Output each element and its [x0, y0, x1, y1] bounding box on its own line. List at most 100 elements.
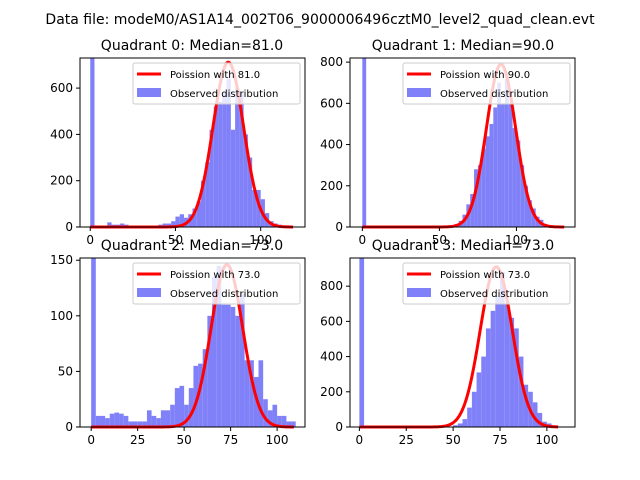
y-tick-label: 200 — [320, 179, 343, 193]
histogram-bar — [263, 399, 268, 427]
histogram-bar — [247, 157, 253, 227]
x-tick-label: 50 — [168, 233, 183, 247]
histogram-bar — [277, 415, 282, 427]
histogram-bar — [272, 404, 278, 427]
histogram-bar — [216, 265, 222, 427]
histogram-bar — [514, 328, 519, 427]
histogram-bar — [252, 189, 257, 227]
quadrant-3-panel: Quadrant 3: Median=73.0 0 25 50 75 100 0 200 40… — [320, 238, 576, 447]
histogram-bar — [520, 165, 525, 227]
x-tick-label: 50 — [432, 233, 447, 247]
histogram-bar — [493, 107, 498, 227]
histogram-bar — [230, 129, 236, 227]
x-tick-label: 100 — [505, 233, 528, 247]
x-tick-label: 100 — [266, 433, 289, 447]
histogram-bar — [192, 208, 197, 227]
quadrant-1-plot-area: 0 50 100 0 200 400 600 800 — [320, 55, 576, 247]
x-tick-label: 25 — [399, 433, 414, 447]
y-tick-label: 400 — [320, 138, 343, 152]
quadrant-3-legend: Poission with 73.0 Observed distribution — [402, 262, 571, 305]
histogram-bar — [281, 415, 287, 427]
y-tick-label: 800 — [320, 55, 343, 69]
quadrant-2-plot-area: 0 25 50 75 100 0 50 100 150 — [50, 253, 306, 447]
histogram-bar — [485, 136, 490, 227]
histogram-bar — [156, 418, 161, 427]
quadrant-0-legend: Poission with 81.0 Observed distribution — [132, 62, 301, 105]
quadrant-0-panel: Quadrant 0: Median=81.0 0 50 100 0 200 400 600… — [50, 38, 306, 247]
y-tick-label: 50 — [58, 364, 73, 378]
histogram-bar — [258, 360, 264, 427]
histogram-bar — [453, 425, 458, 427]
histogram-bar — [193, 365, 199, 427]
histogram-bar — [471, 391, 477, 427]
legend-hist-swatch — [137, 288, 161, 297]
histogram-bar — [362, 58, 367, 227]
histogram-bar — [170, 404, 175, 427]
histogram-bar — [239, 293, 245, 427]
quadrant-1-panel: Quadrant 1: Median=90.0 0 50 100 0 200 400 600… — [320, 38, 576, 247]
histogram-bar — [109, 413, 115, 427]
legend-poisson-label: Poission with 73.0 — [170, 270, 260, 281]
y-tick-label: 0 — [335, 420, 343, 434]
legend-hist-swatch — [137, 88, 161, 97]
histogram-bar — [490, 310, 496, 427]
x-tick-label: 0 — [86, 233, 94, 247]
histogram-bar — [91, 258, 96, 427]
histogram-bar — [162, 223, 167, 227]
legend-hist-label: Observed distribution — [170, 289, 278, 300]
legend-hist-label: Observed distribution — [440, 89, 548, 100]
histogram-bar — [235, 88, 240, 227]
histogram-bar — [489, 123, 494, 227]
y-tick-label: 0 — [335, 220, 343, 234]
quadrant-2-legend: Poission with 73.0 Observed distribution — [132, 262, 301, 305]
legend-hist-swatch — [407, 88, 431, 97]
histogram-bar — [201, 180, 206, 227]
histogram-bar — [235, 315, 240, 427]
x-tick-label: 75 — [223, 433, 238, 447]
figure-suptitle: Data file: modeM0/AS1A14_002T06_90000064… — [45, 12, 595, 28]
histogram-bar — [225, 304, 231, 427]
histogram-bar — [457, 423, 463, 427]
histogram-bar — [476, 372, 482, 427]
x-tick-label: 0 — [359, 233, 367, 247]
x-tick-label: 0 — [356, 433, 364, 447]
histogram-bar — [146, 410, 152, 427]
quadrant-3-title: Quadrant 3: Median=73.0 — [372, 238, 554, 254]
histogram-bar — [95, 415, 101, 427]
y-tick-label: 0 — [65, 420, 73, 434]
histogram-bar — [196, 201, 202, 227]
legend-frame — [402, 62, 571, 105]
histogram-bar — [114, 412, 120, 427]
quadrant-1-legend: Poission with 90.0 Observed distribution — [402, 62, 571, 105]
histogram-bar — [239, 92, 244, 227]
histogram-bar — [107, 222, 112, 227]
legend-hist-label: Observed distribution — [170, 89, 278, 100]
x-tick-label: 25 — [130, 433, 145, 447]
histogram-bar — [256, 189, 261, 227]
histogram-bar — [212, 276, 217, 427]
histogram-bar — [508, 103, 513, 227]
histogram-bar — [175, 216, 180, 227]
histogram-bar — [171, 221, 176, 227]
histogram-bar — [222, 92, 227, 227]
quadrant-0-title: Quadrant 0: Median=81.0 — [101, 38, 283, 54]
legend-frame — [402, 262, 571, 305]
y-tick-label: 200 — [50, 174, 73, 188]
x-tick-label: 50 — [176, 433, 191, 447]
histogram-bar — [179, 385, 185, 427]
histogram-bar — [142, 421, 147, 427]
histogram-bar — [477, 165, 482, 227]
y-tick-label: 0 — [65, 220, 73, 234]
histogram-bar — [537, 412, 543, 427]
histogram-bar — [137, 421, 143, 427]
axes-frame — [79, 257, 306, 428]
histogram-bar — [495, 296, 500, 427]
histogram-bar — [123, 415, 129, 427]
axes-frame — [79, 57, 306, 228]
histogram-bar — [100, 415, 106, 427]
legend-frame — [132, 62, 301, 105]
y-tick-label: 800 — [320, 279, 343, 293]
histogram-bar — [174, 388, 180, 427]
x-tick-label: 75 — [492, 433, 507, 447]
